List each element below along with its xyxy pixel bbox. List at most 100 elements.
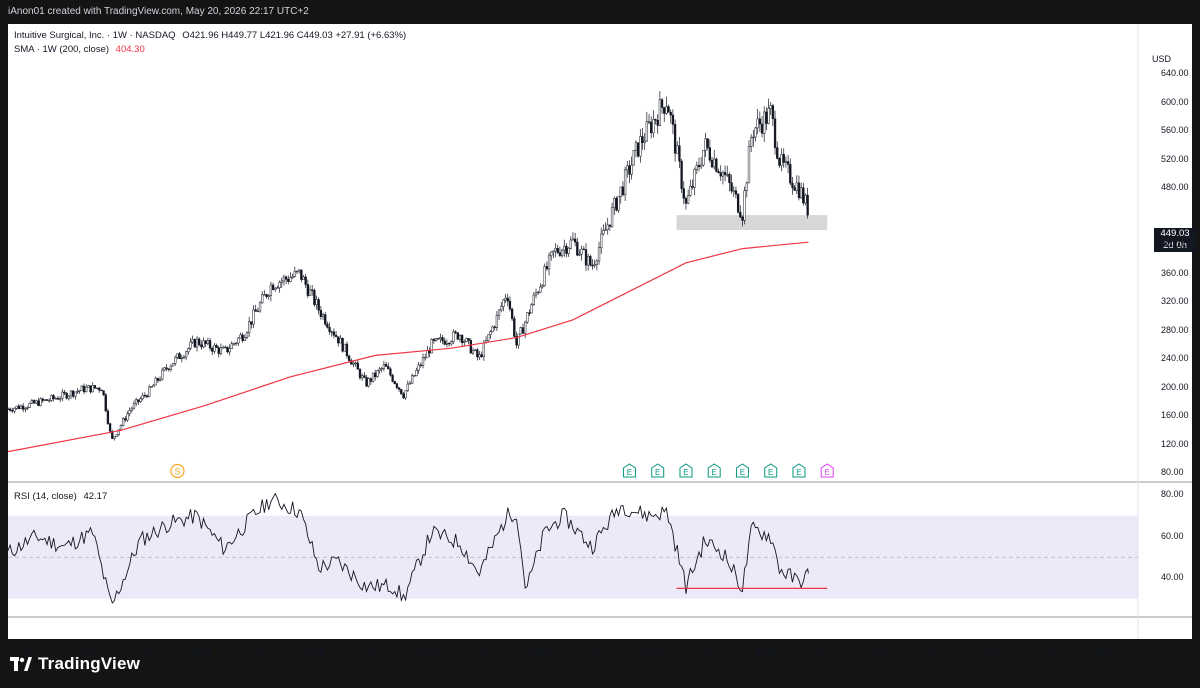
candle-body xyxy=(224,346,227,349)
candle xyxy=(506,293,509,307)
candle-body xyxy=(380,368,383,370)
candle xyxy=(226,346,229,354)
candle-body xyxy=(804,194,807,204)
candle-body xyxy=(487,334,490,341)
candle-body xyxy=(67,395,70,399)
candle xyxy=(458,333,462,343)
candle-body xyxy=(78,390,81,392)
candle xyxy=(252,305,255,329)
sma-legend[interactable]: SMA · 1W (200, close) 404.30 xyxy=(14,44,145,55)
candle xyxy=(11,407,14,413)
candle xyxy=(408,380,412,385)
candle xyxy=(582,245,585,251)
candle-body xyxy=(17,405,20,410)
candle-body xyxy=(563,245,566,251)
candle-body xyxy=(330,331,333,333)
candle-body xyxy=(717,171,720,174)
rsi-legend[interactable]: RSI (14, close) 42.17 xyxy=(14,491,107,502)
candle xyxy=(30,398,34,405)
tradingview-logo-icon xyxy=(10,657,32,671)
candle-body xyxy=(502,299,505,307)
candle-body xyxy=(391,374,394,382)
earnings-marker-shape xyxy=(820,463,834,478)
candle-body xyxy=(300,269,303,280)
candle-body xyxy=(308,289,312,296)
candle xyxy=(254,304,257,312)
candle-body xyxy=(482,342,486,357)
candle xyxy=(637,142,640,158)
candle-body xyxy=(22,405,25,410)
candle-body xyxy=(287,278,290,282)
candle-body xyxy=(39,398,42,406)
candle-body xyxy=(82,385,86,393)
candle xyxy=(293,266,296,278)
candle-body xyxy=(195,338,199,348)
candle xyxy=(628,160,631,184)
candle-body xyxy=(117,429,120,436)
candle-body xyxy=(404,390,407,399)
symbol-legend[interactable]: Intuitive Surgical, Inc. · 1W · NASDAQ O… xyxy=(14,30,406,41)
earnings-marker: E xyxy=(679,463,693,478)
candle xyxy=(63,389,66,395)
candle-body xyxy=(167,368,170,370)
tradingview-brand[interactable]: TradingView xyxy=(10,653,140,675)
candle-body xyxy=(61,391,64,399)
candle xyxy=(367,377,370,388)
candle xyxy=(615,196,618,212)
candle xyxy=(734,186,738,199)
candle xyxy=(545,261,549,271)
candle-body xyxy=(789,164,792,184)
candle xyxy=(715,157,718,173)
candle-body xyxy=(289,277,292,282)
candle xyxy=(682,181,685,205)
candle-body xyxy=(91,385,94,393)
candle-body xyxy=(604,229,607,231)
candle-body xyxy=(526,312,529,323)
candle xyxy=(680,158,683,193)
candle xyxy=(17,403,20,410)
candle xyxy=(141,392,144,401)
candle xyxy=(152,383,155,387)
candle xyxy=(487,334,490,343)
candle-body xyxy=(230,343,233,350)
candle-body xyxy=(658,99,662,126)
candle-body xyxy=(691,186,694,188)
candle-body xyxy=(541,285,544,288)
candle-body xyxy=(102,390,105,395)
currency-label[interactable]: USD xyxy=(1152,54,1172,64)
candle xyxy=(250,321,253,329)
candle-body xyxy=(465,338,468,342)
candle-body xyxy=(795,182,798,191)
candle xyxy=(678,136,681,169)
candle xyxy=(356,359,359,370)
candle xyxy=(291,273,294,280)
candle xyxy=(89,385,92,394)
candle-body xyxy=(406,383,409,391)
candle-body xyxy=(682,188,685,199)
candle-body xyxy=(515,336,518,346)
candle-body xyxy=(241,334,244,341)
candle xyxy=(78,389,81,394)
candle xyxy=(132,400,136,410)
candle xyxy=(37,397,40,407)
candle xyxy=(778,157,781,168)
candle xyxy=(121,417,125,427)
candle xyxy=(721,170,725,185)
candle xyxy=(22,403,25,413)
candle xyxy=(643,133,646,150)
candle-body xyxy=(315,299,318,305)
candle-body xyxy=(537,291,540,294)
candle-body xyxy=(728,174,731,183)
candle xyxy=(717,168,720,174)
candle xyxy=(630,156,633,180)
candle xyxy=(211,346,214,356)
candle-body xyxy=(356,362,359,370)
candle xyxy=(602,224,605,236)
candle-body xyxy=(343,343,346,352)
candle-body xyxy=(776,147,779,159)
candle xyxy=(428,347,431,358)
candle-body xyxy=(445,342,449,345)
candle xyxy=(161,367,164,381)
candle-body xyxy=(295,270,299,273)
